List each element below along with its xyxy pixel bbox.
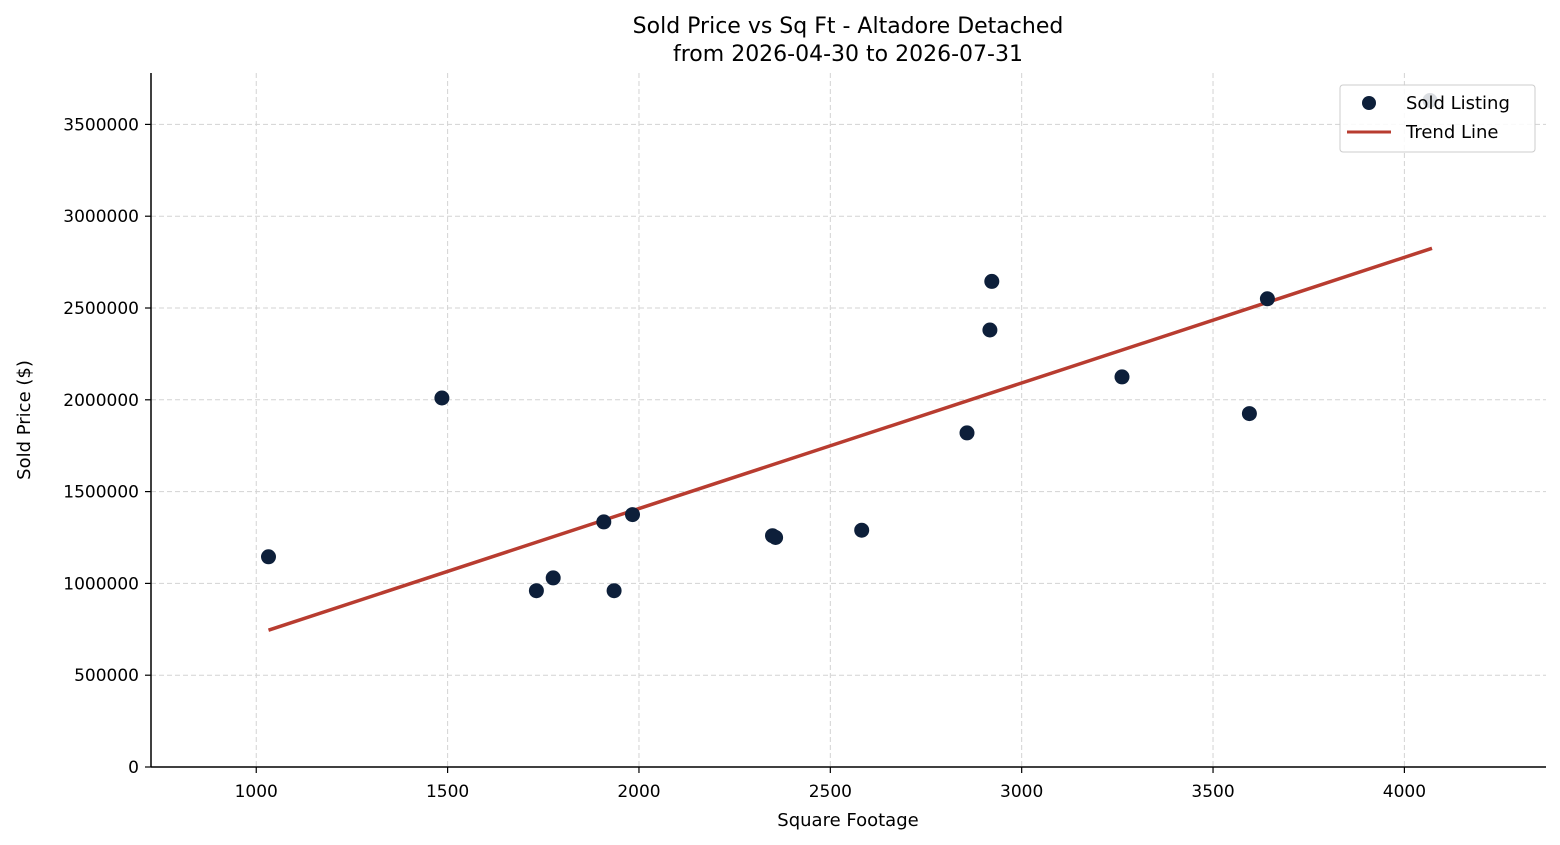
legend: Sold Listing Trend Line (1339, 84, 1536, 153)
scatter-point (984, 273, 1000, 289)
x-tick-label: 2500 (809, 782, 852, 802)
y-tick-label: 2000000 (63, 391, 139, 411)
chart-title-line1: Sold Price vs Sq Ft - Altadore Detached (633, 14, 1064, 39)
scatter-point (959, 425, 975, 441)
x-tick-label: 4000 (1383, 782, 1426, 802)
scatter-point (528, 583, 544, 599)
y-tick-label: 1500000 (63, 483, 139, 503)
scatter-point (625, 507, 640, 523)
scatter-point (1259, 291, 1275, 307)
x-axis-label: Square Footage (777, 810, 918, 831)
y-tick-label: 0 (128, 758, 139, 778)
scatter-point (545, 570, 561, 586)
x-tick-label: 3500 (1191, 782, 1234, 802)
y-tick-label: 3500000 (63, 115, 139, 135)
legend-label-trend-line: Trend Line (1405, 122, 1499, 143)
y-axis-label: Sold Price ($) (14, 360, 35, 480)
scatter-point (1241, 406, 1257, 422)
x-tick-label: 1000 (235, 782, 278, 802)
scatter-point (768, 530, 784, 545)
x-tick-label: 3000 (1000, 782, 1043, 802)
x-axis-ticks: 1000 1500 2000 2500 3000 3500 4000 (235, 767, 1426, 802)
grid (151, 73, 1546, 768)
scatter-point (606, 583, 622, 599)
scatter-point (1114, 369, 1130, 385)
scatter-point (261, 549, 276, 565)
legend-label-sold-listing: Sold Listing (1406, 93, 1510, 114)
trend-line-layer (267, 246, 1433, 632)
legend-scatter-marker (1362, 96, 1376, 110)
y-tick-label: 3000000 (63, 207, 139, 227)
scatter-point (854, 522, 870, 538)
x-tick-label: 1500 (426, 782, 469, 802)
x-tick-label: 2000 (617, 782, 660, 802)
chart-title-line2: from 2026-04-30 to 2026-07-31 (673, 42, 1023, 67)
y-tick-label: 500000 (74, 666, 139, 686)
legend-box (1339, 84, 1536, 153)
scatter-points-layer (261, 93, 1438, 599)
scatter-point (596, 514, 612, 530)
scatter-point (982, 322, 998, 338)
y-tick-label: 2500000 (63, 299, 139, 319)
y-axis-ticks: 0 500000 1000000 1500000 2000000 2500000 30000… (63, 115, 151, 778)
scatter-point (434, 390, 450, 406)
trend-line (267, 246, 1433, 632)
y-tick-label: 1000000 (63, 574, 139, 594)
